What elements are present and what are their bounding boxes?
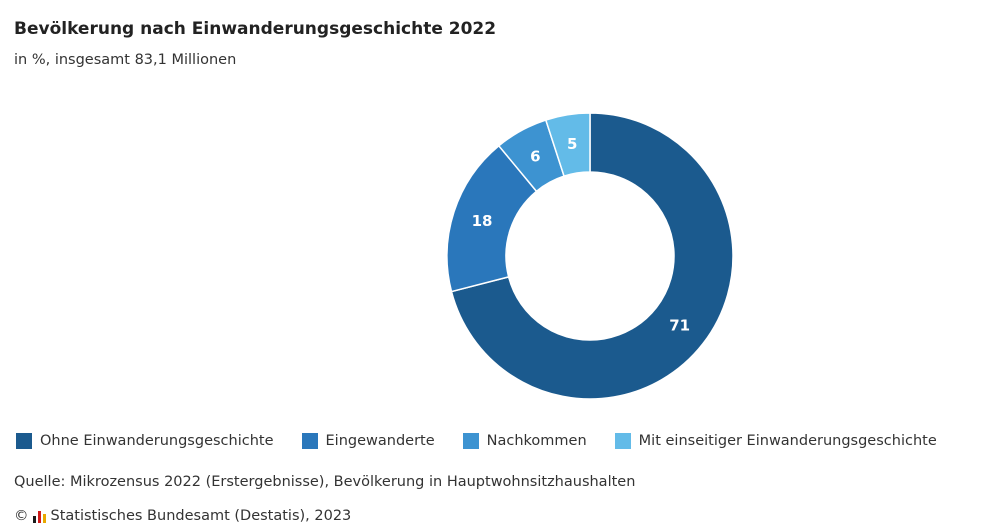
legend-label-3: Mit einseitiger Einwanderungsgeschichte (638, 433, 937, 449)
legend-label-1: Eingewanderte (325, 433, 435, 449)
legend-item-3: Mit einseitiger Einwanderungsgeschichte (614, 433, 937, 449)
source-note: Quelle: Mikrozensus 2022 (Erstergebnisse… (14, 474, 636, 490)
donut-slice-3 (544, 112, 591, 178)
copyright-symbol: © (14, 508, 29, 524)
legend-label-0: Ohne Einwanderungsgeschichte (40, 433, 274, 449)
legend-item-1: Eingewanderte (301, 433, 435, 449)
legend-swatch-0 (16, 433, 32, 449)
donut-slice-label-2: 6 (530, 148, 540, 166)
chart-legend: Ohne Einwanderungsgeschichte Eingewandert… (16, 433, 937, 449)
copyright-line: © Statistisches Bundesamt (Destatis), 20… (14, 508, 351, 524)
donut-slice-label-1: 18 (472, 212, 493, 230)
donut-slice-label-3: 5 (567, 135, 577, 153)
donut-slice-0 (450, 112, 734, 400)
legend-item-0: Ohne Einwanderungsgeschichte (16, 433, 274, 449)
donut-slice-label-0: 71 (669, 317, 690, 335)
legend-item-2: Nachkommen (462, 433, 587, 449)
chart-title: Bevölkerung nach Einwanderungsgeschichte… (14, 19, 497, 39)
legend-swatch-2 (462, 433, 479, 449)
chart-subtitle: in %, insgesamt 83,1 Millionen (14, 52, 237, 68)
destatis-logo-icon (32, 510, 46, 523)
legend-label-2: Nachkommen (486, 433, 587, 449)
legend-swatch-3 (614, 433, 631, 449)
copyright-text: Statistisches Bundesamt (Destatis), 2023 (50, 508, 352, 524)
legend-swatch-1 (301, 433, 318, 449)
